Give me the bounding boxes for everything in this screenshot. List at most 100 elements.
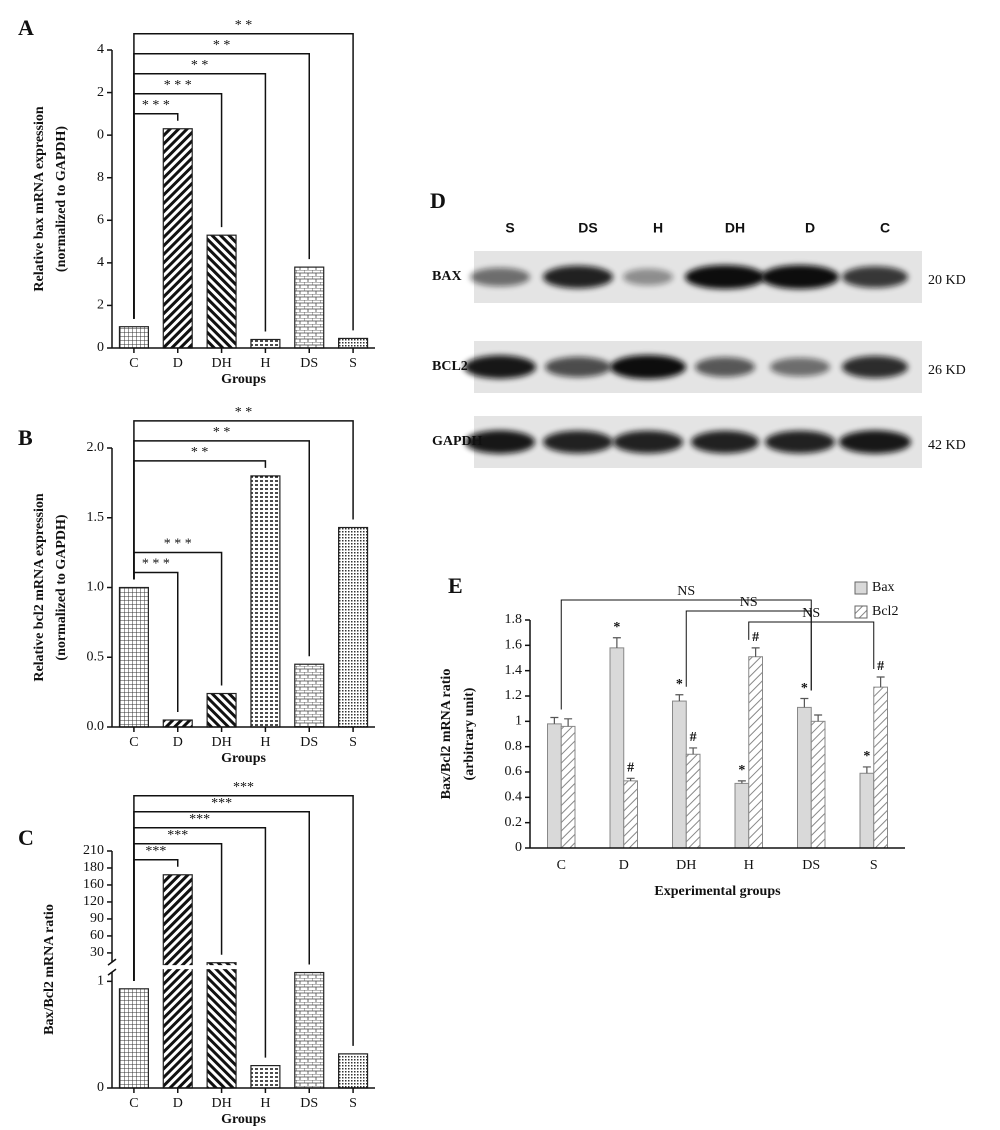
blot-band (842, 355, 908, 379)
legend-label: Bax (872, 580, 895, 595)
y-tick-label: 1 (97, 974, 104, 989)
blot-band (610, 355, 686, 379)
x-axis-label: Groups (221, 372, 266, 387)
y-axis-label: (normalized to GAPDH) (54, 514, 69, 661)
bar (547, 723, 562, 849)
blot-band (695, 357, 755, 377)
panel-letter: D (430, 188, 446, 213)
bar (685, 753, 701, 849)
x-tick-label: C (557, 858, 566, 873)
bar (206, 962, 237, 1089)
significance-label: * * (191, 58, 209, 73)
bar (338, 337, 369, 349)
y-tick-label: 0 (515, 840, 522, 855)
y-tick-label: 120 (83, 894, 104, 909)
panel-letter: B (18, 425, 33, 450)
y-tick-label: 1.4 (505, 663, 523, 678)
significance-label: * * * (142, 98, 170, 113)
x-tick-label: DS (802, 858, 820, 873)
x-tick-label: DS (300, 1096, 318, 1111)
significance-label: * * (213, 38, 231, 53)
x-tick-label: S (349, 735, 357, 750)
lane-label: DH (725, 220, 745, 236)
y-tick-label: 1.2 (505, 688, 523, 703)
bar (250, 475, 281, 728)
lane-label: D (805, 220, 815, 236)
bar (748, 656, 763, 849)
x-tick-label: H (744, 858, 754, 873)
bar (623, 780, 638, 849)
bar (609, 647, 625, 849)
y-tick-label: 60 (90, 928, 104, 943)
y-tick-label: 0 (97, 340, 104, 355)
y-tick-label: 0.6 (505, 764, 523, 779)
x-tick-label: S (349, 356, 357, 371)
blot-band (543, 430, 613, 454)
y-axis-label: Bax/Bcl2 mRNA ratio (439, 669, 454, 800)
y-tick-label: 1.8 (505, 612, 523, 627)
x-tick-label: DS (300, 735, 318, 750)
x-axis-label: Groups (221, 1112, 266, 1127)
blot-band (623, 268, 673, 286)
significance-bracket (685, 610, 812, 691)
blot-band (543, 265, 613, 289)
significance-label: *** (233, 780, 254, 795)
significance-mark: * (676, 677, 683, 692)
x-tick-label: DH (676, 858, 696, 873)
error-bar (564, 718, 573, 727)
significance-label: * * (191, 445, 209, 460)
y-tick-label: 210 (83, 843, 104, 858)
significance-label: * * (235, 405, 253, 420)
y-tick-label: 0.0 (87, 719, 105, 734)
significance-mark: * (738, 763, 745, 778)
y-tick-label: 1 (515, 714, 522, 729)
significance-label: NS (740, 595, 758, 610)
blot-band (691, 430, 759, 454)
bar (162, 874, 193, 1089)
y-tick-label: 1.5 (87, 510, 105, 525)
x-tick-label: C (129, 1096, 138, 1111)
significance-mark: # (752, 630, 759, 645)
lane-label: DS (578, 220, 597, 236)
significance-bracket (133, 827, 267, 1058)
y-axis-label: Bax/Bcl2 mRNA ratio (42, 904, 57, 1035)
error-bar (862, 766, 871, 774)
x-tick-label: H (260, 1096, 270, 1111)
bar (810, 720, 826, 849)
x-tick-label: D (173, 356, 183, 371)
x-tick-label: S (870, 858, 878, 873)
panel-letter: A (18, 15, 34, 40)
y-tick-label: 2.0 (87, 440, 105, 455)
x-tick-label: H (260, 735, 270, 750)
bar (162, 719, 193, 728)
blot-band (470, 267, 530, 287)
blot-band (464, 355, 536, 379)
row-label: GAPDH (432, 434, 483, 449)
y-tick-label: 8 (97, 170, 104, 185)
row-label: BAX (432, 269, 462, 284)
axis-break (107, 958, 117, 976)
x-tick-label: S (349, 1096, 357, 1111)
bar (797, 706, 812, 849)
significance-label: * * * (142, 557, 170, 572)
bar (859, 772, 875, 849)
axis-break-gap (113, 965, 376, 970)
significance-label: * * * (164, 537, 192, 552)
significance-label: * * * (164, 78, 192, 93)
y-tick-label: 30 (90, 945, 104, 960)
significance-label: NS (802, 606, 820, 621)
error-bar (626, 777, 635, 781)
significance-label: * * (213, 425, 231, 440)
error-bar (550, 716, 559, 724)
x-tick-label: C (129, 356, 138, 371)
bar (294, 663, 325, 728)
significance-label: *** (211, 796, 232, 811)
error-bar (876, 676, 885, 688)
y-axis-label: Relative bax mRNA expression (32, 106, 47, 291)
error-bar (737, 780, 746, 784)
panel-letter: E (448, 573, 463, 598)
y-tick-label: 0 (97, 1080, 104, 1095)
bar (118, 988, 149, 1089)
y-tick-label: 0.2 (505, 815, 523, 830)
